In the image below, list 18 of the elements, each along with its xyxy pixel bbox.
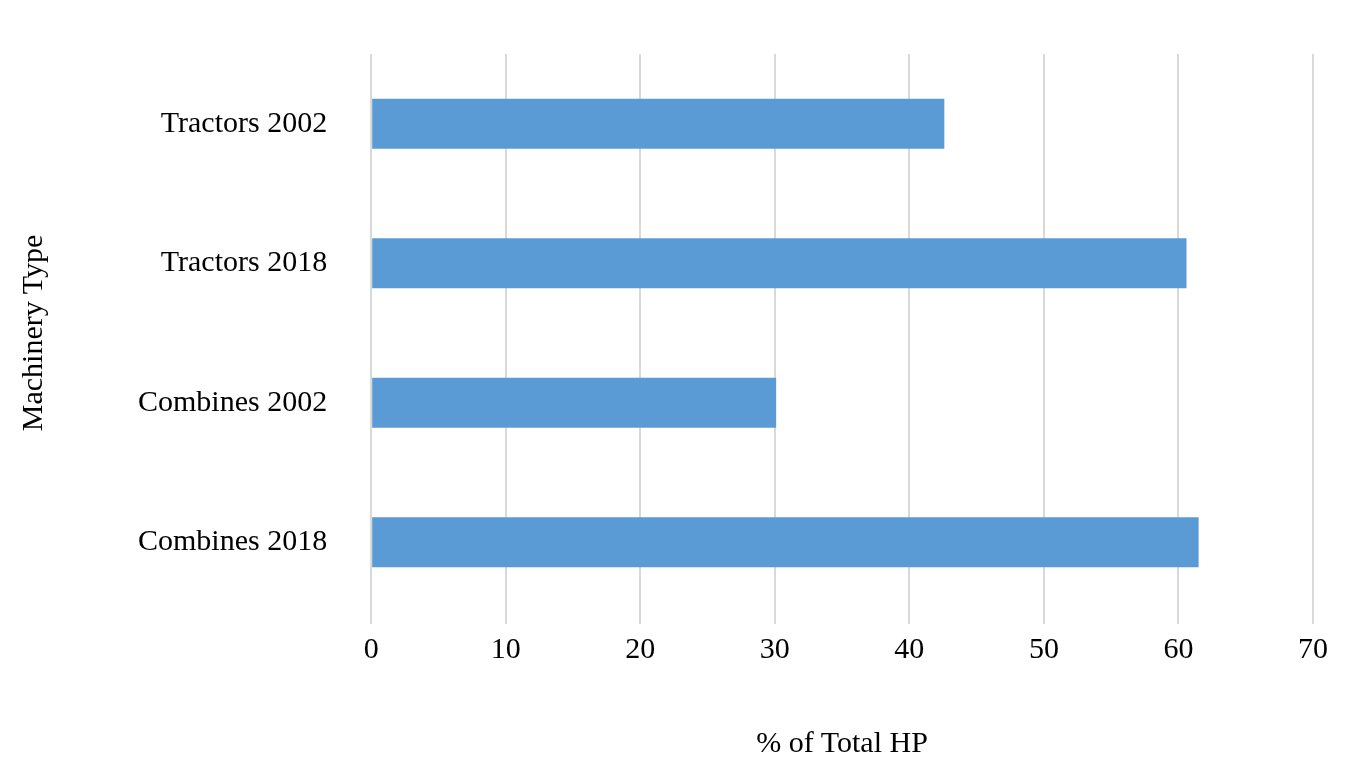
y-tick-label: Combines 2018 <box>138 523 328 557</box>
y-axis-title: Machinery Type <box>14 234 48 432</box>
x-tick-label: 0 <box>363 630 379 664</box>
x-tick-label: 30 <box>759 630 790 664</box>
y-tick-label: Combines 2002 <box>138 383 328 417</box>
bar <box>372 377 777 428</box>
x-tick-label: 10 <box>490 630 521 664</box>
y-tick-label: Tractors 2018 <box>160 244 328 278</box>
bar <box>372 98 945 149</box>
x-axis-title: % of Total HP <box>756 724 928 758</box>
x-tick-label: 20 <box>625 630 656 664</box>
bar <box>372 238 1187 289</box>
y-tick-label: Tractors 2002 <box>160 104 328 138</box>
x-tick-label: 50 <box>1028 630 1059 664</box>
x-tick-label: 70 <box>1298 630 1328 664</box>
bar <box>372 517 1199 568</box>
x-tick-label: 60 <box>1163 630 1194 664</box>
x-tick-label: 40 <box>894 630 925 664</box>
